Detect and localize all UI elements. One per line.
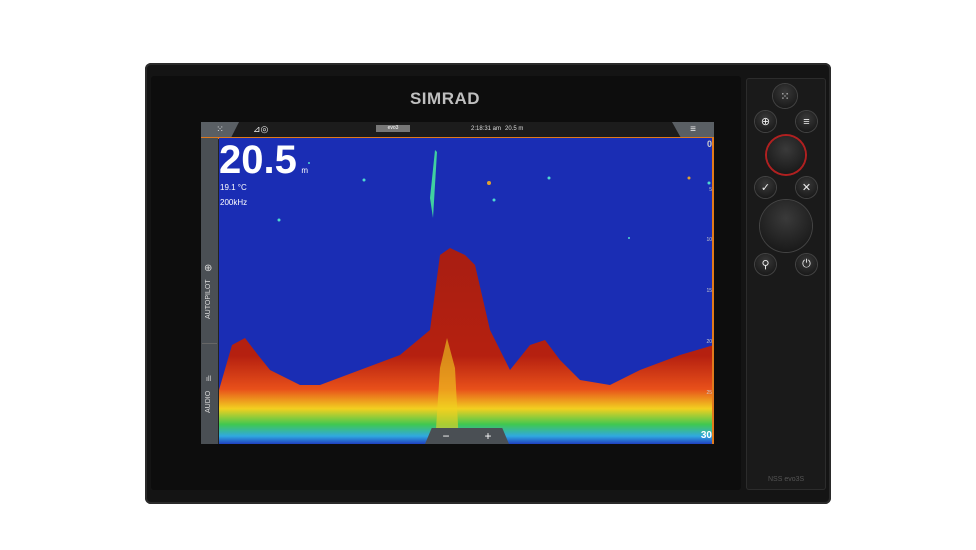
direction-pad[interactable]	[760, 200, 812, 252]
menu-icon: ≡	[803, 115, 810, 128]
scatter-echoes	[277, 162, 711, 239]
menu-icon: ≡	[690, 124, 696, 135]
volume-bars-icon: ıll	[206, 376, 212, 383]
apps-grid-icon: ⁙	[216, 124, 224, 134]
autopilot-label: AUTOPILOT	[205, 279, 212, 319]
left-sidebar: AUTOPILOT ⊕ AUDIO ıll	[201, 138, 218, 444]
bottom-plume	[435, 338, 459, 444]
center-chip: evo3	[376, 125, 410, 132]
fish-echo	[430, 150, 437, 218]
waypoint-icon: ⚲	[761, 259, 770, 271]
home-apps-button[interactable]: ⁙	[201, 122, 239, 137]
power-key[interactable]: ⏻	[796, 254, 817, 275]
enter-key[interactable]: ✓	[755, 177, 776, 198]
depth-tick: 10	[706, 237, 712, 243]
depth-tick: 20	[706, 339, 712, 345]
sonar-echogram	[219, 138, 714, 444]
power-icon: ⏻	[802, 258, 811, 270]
steering-wheel-icon: ⊕	[204, 263, 213, 274]
sidebar-item-audio[interactable]: AUDIO ıll	[201, 373, 218, 413]
autopilot-key[interactable]: ⊕	[755, 111, 776, 132]
audio-label: AUDIO	[205, 390, 212, 413]
top-status-bar: ⁙ ⊿◎ evo3 2:18:31 am 20.5 m ≡	[201, 122, 714, 139]
depth-tick: 5	[709, 187, 712, 193]
scale-edge	[712, 138, 714, 444]
close-icon: ✕	[801, 182, 812, 194]
water-temperature: 19.1 °C	[220, 183, 247, 192]
depth-unit: m	[301, 166, 308, 175]
zoom-in-button[interactable]: +	[484, 429, 492, 443]
exit-key[interactable]: ✕	[796, 177, 817, 198]
zoom-out-button[interactable]: −	[442, 429, 450, 443]
seabed-return	[219, 248, 714, 444]
zoom-controls: − +	[425, 428, 509, 444]
waypoint-key[interactable]: ⚲	[755, 254, 776, 275]
depth-value: 20.5	[219, 138, 297, 182]
depth-tick: 15	[706, 288, 712, 294]
sonar-frequency: 200kHz	[220, 198, 248, 207]
depth-readout: 20.5 m	[219, 138, 308, 182]
menu-key[interactable]: ≡	[796, 111, 817, 132]
sidebar-item-autopilot[interactable]: AUTOPILOT ⊕	[201, 263, 218, 343]
divider	[202, 343, 217, 344]
home-key[interactable]: ⁙	[773, 84, 797, 108]
depth-scale: 0 5 10 15 20 25 30	[700, 138, 714, 444]
check-icon: ✓	[760, 182, 771, 194]
depth-tick: 0	[706, 139, 712, 149]
model-label: NSS evo3S	[768, 476, 805, 483]
depth-tick: 30	[700, 430, 712, 441]
apps-grid-icon: ⁙	[780, 90, 790, 103]
rotary-knob[interactable]	[767, 136, 805, 174]
brand-logo: SIMRAD	[409, 89, 481, 108]
clock-time: 2:18:31 am	[471, 126, 502, 132]
steering-wheel-icon: ⊕	[760, 116, 771, 128]
topbar-depth: 20.5 m	[505, 126, 524, 132]
depth-tick: 25	[706, 390, 712, 396]
menu-button[interactable]: ≡	[672, 122, 714, 137]
sonar-ping-icon: ⊿◎	[253, 124, 269, 134]
